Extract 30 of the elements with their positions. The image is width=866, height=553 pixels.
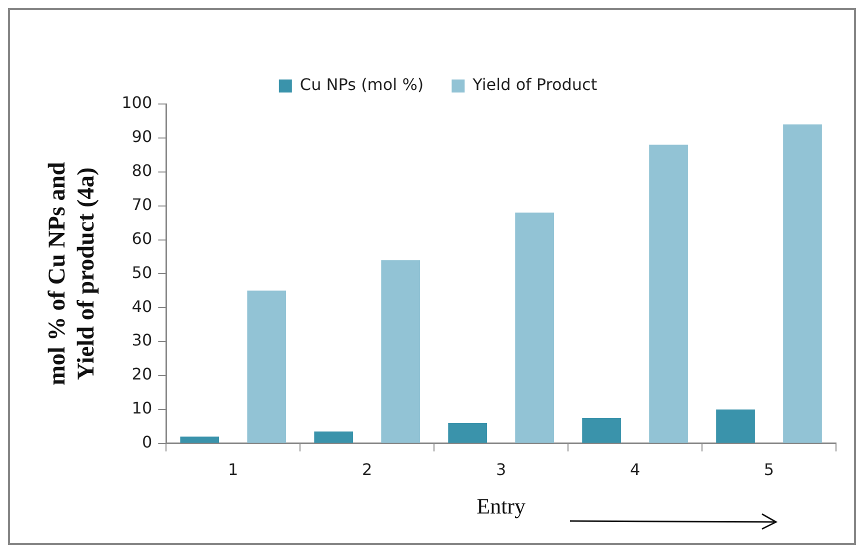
bar [247,290,286,443]
y-tick-label: 10 [132,398,152,418]
y-tick-label: 30 [132,330,152,350]
y-tick-label: 70 [132,194,152,214]
y-axis-title: mol % of Cu NPs and Yield of product (4a) [44,161,100,386]
x-tick-label: 1 [228,460,238,480]
bar [716,409,755,443]
legend-label: Yield of Product [472,75,598,94]
y-tick-label: 90 [132,127,152,146]
bar [582,418,621,443]
x-tick-label: 3 [496,460,506,480]
x-tick-label: 2 [362,460,372,480]
bar [180,436,220,443]
bar [314,432,354,443]
y-tick-label: 60 [132,228,152,248]
y-tick-label: 80 [132,161,152,180]
y-tick-label: 40 [132,296,152,316]
bar [381,260,420,443]
x-axis-title: Entry [476,494,526,519]
x-tick-label: 5 [764,460,774,480]
bar [783,124,822,443]
y-tick-label: 20 [132,364,152,384]
y-tick-label: 100 [122,93,152,112]
y-tick-label: 0 [142,432,152,452]
bar [649,144,688,443]
x-tick-label: 4 [630,460,640,480]
bar [448,423,488,443]
legend-label: Cu NPs (mol %) [300,75,424,94]
bar [515,212,554,443]
y-tick-label: 50 [132,262,152,282]
